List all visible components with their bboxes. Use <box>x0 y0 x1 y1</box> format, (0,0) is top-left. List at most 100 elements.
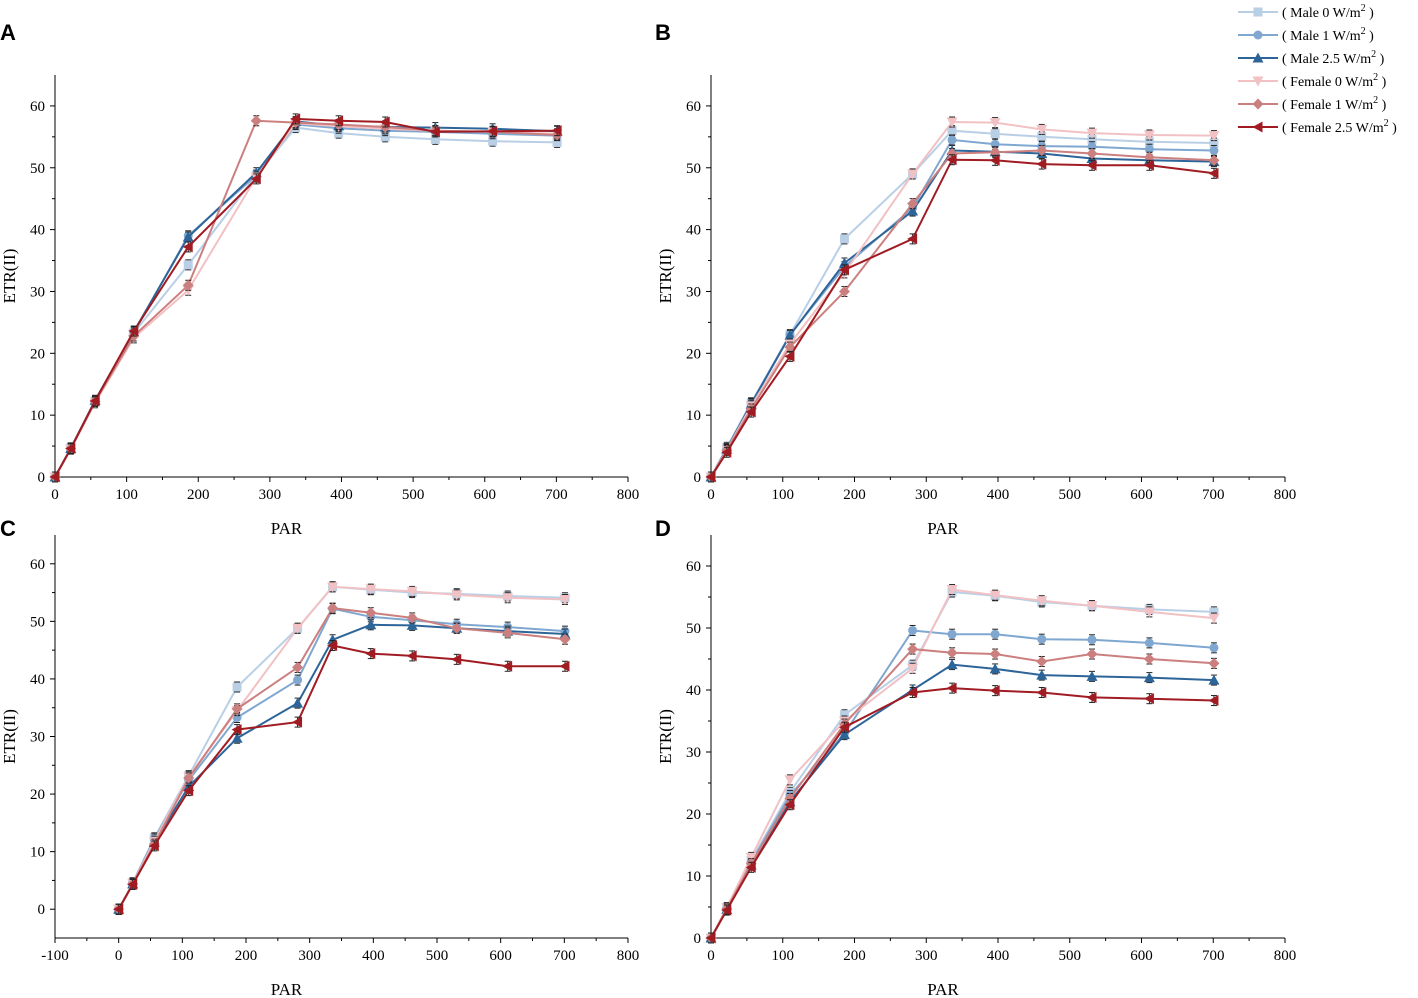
data-point-f1 <box>1086 148 1098 160</box>
data-point-f25 <box>379 116 390 128</box>
data-point-m0 <box>1144 137 1154 147</box>
legend-item-f1: ( Female 1 W/m2 ) <box>1238 95 1387 113</box>
y-tick-label: 0 <box>694 931 702 947</box>
data-point-f25 <box>487 125 498 137</box>
data-point-f1 <box>250 115 262 127</box>
data-point-f1 <box>838 285 850 297</box>
y-tick-label: 50 <box>686 621 701 637</box>
data-point-m0 <box>430 134 440 144</box>
data-point-f0 <box>1036 124 1048 135</box>
legend-item-m0: ( Male 0 W/m2 ) <box>1238 3 1374 21</box>
x-tick-label: 200 <box>843 948 866 964</box>
y-tick-label: 0 <box>694 470 702 486</box>
data-point-f0 <box>1143 130 1155 141</box>
data-point-f1 <box>502 627 514 639</box>
legend-label-close: ) <box>1389 121 1398 136</box>
series-m25 <box>113 619 571 915</box>
y-tick-label: 10 <box>686 408 701 424</box>
data-point-m25 <box>365 619 377 630</box>
legend-label: ( Male 1 W/m2 ) <box>1282 26 1374 44</box>
data-point-f25 <box>127 878 138 890</box>
data-point-m1 <box>1144 638 1154 648</box>
y-tick-label: 50 <box>30 161 45 177</box>
data-point-m1 <box>1209 643 1219 653</box>
data-point-f0 <box>1208 131 1220 142</box>
series-m1 <box>50 118 562 483</box>
series-m0 <box>706 125 1219 483</box>
x-axis-title: PAR <box>927 980 959 998</box>
data-point-f25 <box>1143 159 1154 171</box>
panels-layer: A0 100 200 300 400 500 600 700 8000102030405060P… <box>0 20 1296 998</box>
series-line-m1 <box>54 123 558 478</box>
data-point-f25 <box>89 395 100 407</box>
data-point-m0 <box>1209 138 1219 148</box>
data-point-f0 <box>1086 128 1098 139</box>
data-point-m0 <box>380 132 390 142</box>
y-tick-label: 50 <box>686 161 701 177</box>
data-point-f0 <box>745 852 757 863</box>
series-f25 <box>705 682 1219 944</box>
series-line-f25 <box>54 117 558 478</box>
data-point-f25 <box>784 799 795 811</box>
data-point-f25 <box>333 115 344 127</box>
data-point-f25 <box>559 660 570 672</box>
data-point-f25 <box>502 660 513 672</box>
y-tick-label: 20 <box>686 807 701 823</box>
data-point-f25 <box>705 932 716 944</box>
series-f0 <box>49 117 563 483</box>
data-point-m25 <box>406 619 418 630</box>
series-line-m25 <box>54 120 558 478</box>
x-tick-label: 400 <box>362 948 385 964</box>
series-line-m0 <box>710 590 1215 939</box>
data-point-f25 <box>745 406 756 418</box>
legend-item-m1: ( Male 1 W/m2 ) <box>1238 26 1374 44</box>
data-point-f25 <box>49 471 60 483</box>
data-point-m0 <box>1037 132 1047 142</box>
data-point-f25 <box>946 682 957 694</box>
data-point-f1 <box>1036 144 1048 156</box>
data-point-f25 <box>721 904 732 916</box>
data-point-m25 <box>182 231 194 242</box>
legend-label-sup: 2 <box>1373 95 1378 106</box>
data-point-f25 <box>148 840 159 852</box>
data-point-f1 <box>182 279 194 291</box>
data-point-m0 <box>947 126 957 136</box>
data-point-m0 <box>839 710 849 720</box>
series-line-f1 <box>54 119 558 478</box>
y-tick-label: 40 <box>30 672 45 688</box>
data-point-m1 <box>1209 145 1219 155</box>
x-tick-label: 800 <box>617 948 640 964</box>
x-tick-label: 800 <box>1274 948 1297 964</box>
y-tick-label: 30 <box>686 745 701 761</box>
data-point-f25 <box>182 241 193 253</box>
data-point-f25 <box>989 685 1000 697</box>
y-tick-label: 60 <box>686 99 701 115</box>
legend-label-text: ( Male 2.5 W/m <box>1282 52 1371 67</box>
data-point-m1 <box>947 135 957 145</box>
legend-label-sup: 2 <box>1373 72 1378 83</box>
data-point-m1 <box>1087 635 1097 645</box>
series-m0 <box>50 122 562 483</box>
series-f25 <box>49 113 562 483</box>
x-tick-label: 0 <box>707 948 715 964</box>
series-line-f0 <box>117 585 566 910</box>
data-point-f25 <box>65 443 76 455</box>
y-tick-label: 20 <box>30 346 45 362</box>
x-tick-label: 600 <box>489 948 512 964</box>
y-tick-label: 10 <box>686 869 701 885</box>
legend-label: ( Female 2.5 W/m2 ) <box>1282 118 1397 136</box>
data-point-f25 <box>406 650 417 662</box>
series-line-f25 <box>117 644 565 910</box>
legend-label-text: ( Male 0 W/m <box>1282 6 1361 21</box>
data-point-f25 <box>231 724 242 736</box>
series-line-f0 <box>54 122 558 478</box>
series-line-m25 <box>117 623 566 910</box>
data-point-m25 <box>838 729 850 740</box>
data-point-f0 <box>502 593 514 604</box>
data-point-f1 <box>907 643 919 655</box>
legend-label-text: ( Female 0 W/m <box>1282 75 1373 90</box>
series-line-m1 <box>710 138 1215 478</box>
legend-marker-f25 <box>1252 121 1263 133</box>
y-tick-label: 40 <box>686 683 701 699</box>
